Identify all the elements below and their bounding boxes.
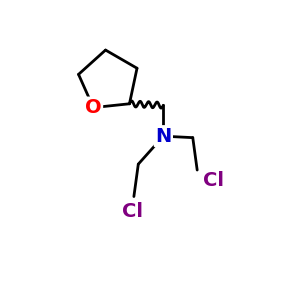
Text: Cl: Cl [122, 202, 143, 221]
Text: N: N [155, 127, 172, 146]
Text: O: O [85, 98, 102, 117]
Text: Cl: Cl [203, 171, 224, 190]
